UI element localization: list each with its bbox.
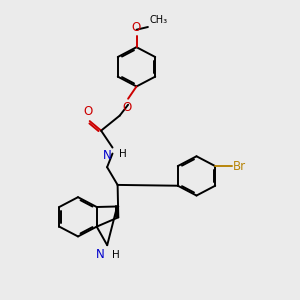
Text: CH₃: CH₃	[149, 15, 167, 26]
Text: O: O	[84, 105, 93, 118]
Text: H: H	[112, 250, 120, 260]
Text: Br: Br	[233, 160, 246, 172]
Text: N: N	[96, 248, 105, 262]
Text: H: H	[119, 148, 127, 159]
Text: O: O	[122, 101, 131, 114]
Text: O: O	[132, 20, 141, 34]
Text: N: N	[103, 148, 112, 162]
